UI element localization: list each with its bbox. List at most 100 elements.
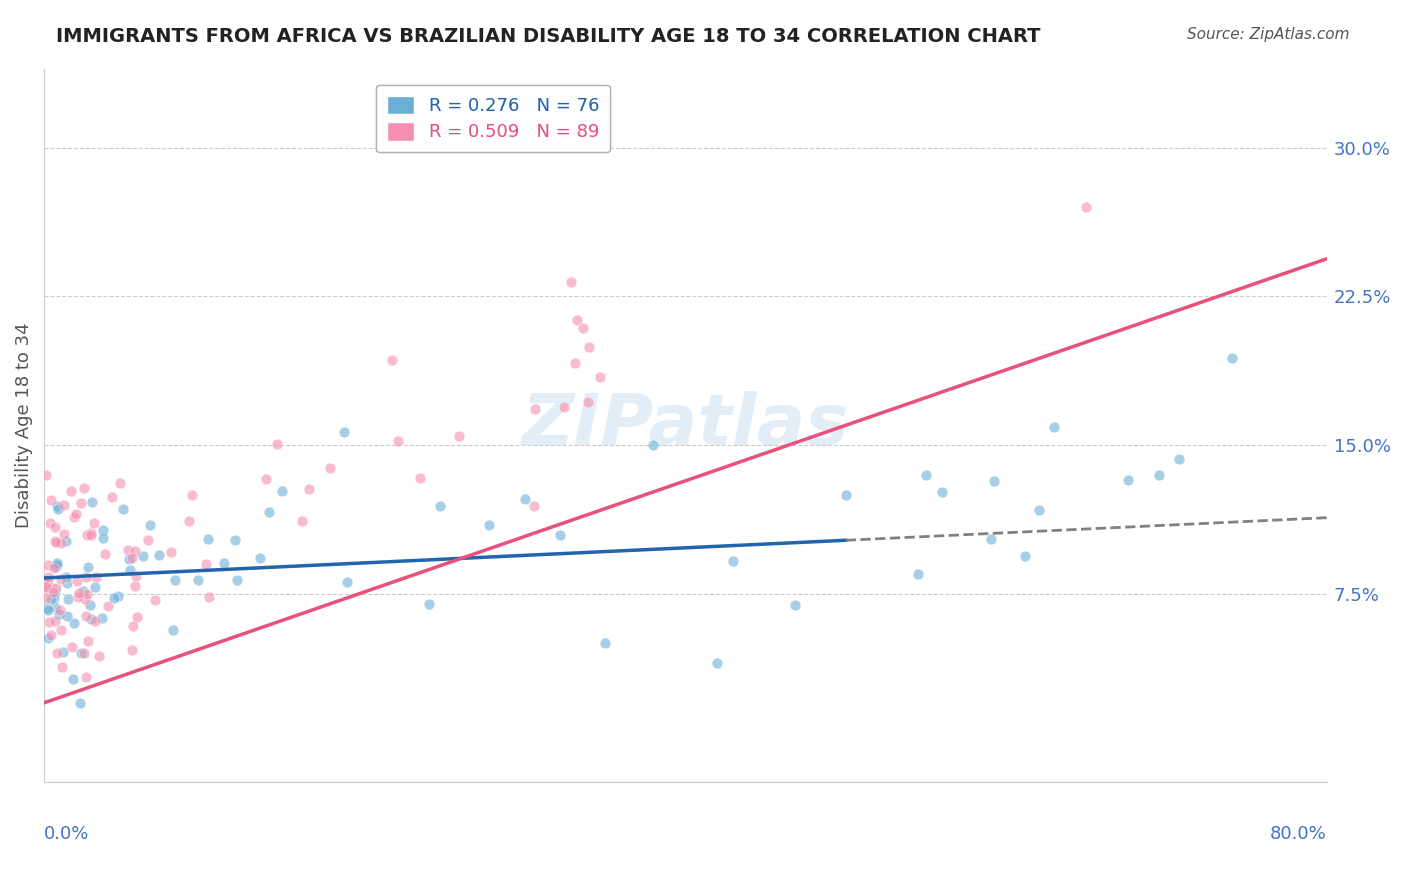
Brazilians [65, 508, 87, 522]
Immigrants from Africa [915, 467, 938, 482]
Immigrants from Africa [37, 601, 59, 615]
Immigrants from Africa [835, 488, 858, 502]
Brazilians [121, 643, 143, 657]
Immigrants from Africa [72, 583, 94, 598]
Brazilians [122, 619, 145, 633]
Immigrants from Africa [148, 548, 170, 562]
Brazilians [45, 581, 67, 595]
Brazilians [160, 545, 183, 559]
Immigrants from Africa [163, 574, 186, 588]
Immigrants from Africa [52, 645, 75, 659]
Text: 80.0%: 80.0% [1270, 825, 1327, 843]
Immigrants from Africa [1220, 351, 1243, 365]
Immigrants from Africa [212, 556, 235, 570]
Brazilians [67, 586, 90, 600]
Brazilians [63, 509, 86, 524]
Brazilians [35, 580, 58, 594]
Immigrants from Africa [44, 585, 66, 599]
Brazilians [75, 570, 97, 584]
Brazilians [576, 395, 599, 409]
Immigrants from Africa [785, 598, 807, 612]
Brazilians [589, 370, 612, 384]
Brazilians [319, 460, 342, 475]
Brazilians [41, 582, 63, 596]
Immigrants from Africa [46, 556, 69, 570]
Brazilians [298, 482, 321, 496]
Brazilians [560, 275, 582, 289]
Brazilians [198, 590, 221, 604]
Immigrants from Africa [132, 549, 155, 564]
Immigrants from Africa [226, 573, 249, 587]
Brazilians [125, 569, 148, 583]
Brazilians [37, 569, 59, 583]
Brazilians [66, 590, 89, 604]
Brazilians [254, 473, 277, 487]
Brazilians [124, 544, 146, 558]
Brazilians [266, 437, 288, 451]
Immigrants from Africa [44, 599, 66, 614]
Brazilians [52, 526, 75, 541]
Brazilians [194, 558, 217, 572]
Brazilians [45, 535, 67, 549]
Brazilians [65, 574, 87, 589]
Immigrants from Africa [139, 518, 162, 533]
Immigrants from Africa [117, 552, 139, 566]
Brazilians [73, 481, 96, 495]
Immigrants from Africa [46, 500, 69, 514]
Brazilians [39, 516, 62, 530]
Brazilians [39, 628, 62, 642]
Brazilians [80, 526, 103, 541]
Immigrants from Africa [1147, 467, 1170, 482]
Immigrants from Africa [45, 559, 67, 574]
Text: IMMIGRANTS FROM AFRICA VS BRAZILIAN DISABILITY AGE 18 TO 34 CORRELATION CHART: IMMIGRANTS FROM AFRICA VS BRAZILIAN DISA… [56, 27, 1040, 45]
Brazilians [553, 401, 575, 415]
Immigrants from Africa [1028, 503, 1050, 517]
Brazilians [35, 591, 58, 606]
Brazilians [51, 623, 73, 637]
Brazilians [37, 582, 59, 596]
Brazilians [60, 483, 83, 498]
Brazilians [125, 609, 148, 624]
Brazilians [76, 527, 98, 541]
Brazilians [124, 579, 146, 593]
Brazilians [523, 500, 546, 514]
Brazilians [46, 646, 69, 660]
Brazilians [60, 640, 83, 654]
Brazilians [97, 599, 120, 614]
Brazilians [381, 353, 404, 368]
Immigrants from Africa [550, 527, 572, 541]
Immigrants from Africa [224, 533, 246, 547]
Brazilians [564, 356, 586, 370]
Brazilians [76, 587, 98, 601]
Immigrants from Africa [37, 632, 59, 646]
Immigrants from Africa [1167, 451, 1189, 466]
Brazilians [84, 614, 107, 628]
Immigrants from Africa [706, 656, 728, 670]
Brazilians [44, 533, 66, 548]
Brazilians [44, 561, 66, 575]
Immigrants from Africa [249, 550, 271, 565]
Immigrants from Africa [271, 483, 294, 498]
Immigrants from Africa [257, 505, 280, 519]
Immigrants from Africa [723, 554, 745, 568]
Text: 0.0%: 0.0% [44, 825, 90, 843]
Brazilians [49, 573, 72, 587]
Brazilians [578, 339, 600, 353]
Legend: R = 0.276   N = 76, R = 0.509   N = 89: R = 0.276 N = 76, R = 0.509 N = 89 [377, 85, 610, 153]
Immigrants from Africa [42, 591, 65, 605]
Immigrants from Africa [112, 501, 135, 516]
Immigrants from Africa [333, 425, 356, 439]
Brazilians [143, 593, 166, 607]
Immigrants from Africa [162, 624, 184, 638]
Immigrants from Africa [37, 603, 59, 617]
Immigrants from Africa [91, 523, 114, 537]
Brazilians [38, 615, 60, 629]
Brazilians [42, 584, 65, 599]
Brazilians [291, 514, 314, 528]
Brazilians [101, 491, 124, 505]
Brazilians [87, 649, 110, 664]
Immigrants from Africa [1014, 549, 1036, 564]
Immigrants from Africa [187, 574, 209, 588]
Brazilians [44, 614, 66, 628]
Brazilians [75, 592, 97, 607]
